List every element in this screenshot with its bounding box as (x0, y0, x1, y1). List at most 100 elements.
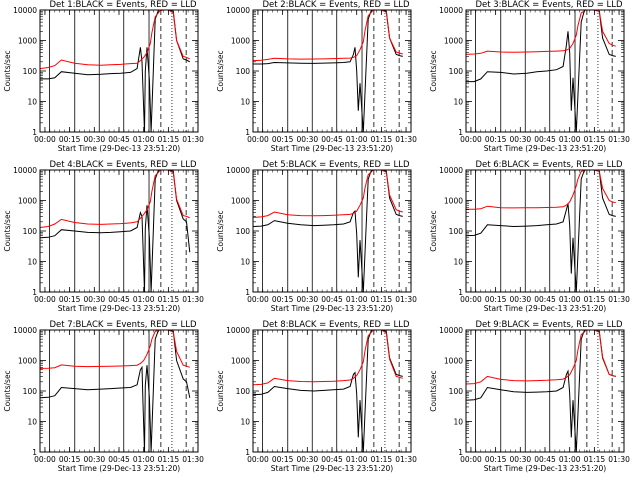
x-tick-label: 00:15 (485, 295, 507, 304)
panel-det-8: Det 8:BLACK = Events, RED = LLD 1 10 100 100… (216, 320, 417, 473)
x-tick-label: 00:45 (321, 455, 343, 464)
x-tick-label: 01:00 (133, 135, 155, 144)
y-axis-label: Counts/sec (216, 210, 225, 251)
x-tick-label: 01:30 (608, 135, 630, 144)
x-tick-label: 00:00 (34, 135, 56, 144)
y-tick-label: 10 (27, 418, 37, 427)
y-tick-label: 10000 (13, 326, 37, 335)
series-lld-line (465, 9, 616, 55)
x-tick-label: 00:15 (59, 135, 81, 144)
x-tick-label: 01:30 (182, 135, 204, 144)
y-tick-label: 100 (236, 387, 251, 396)
y-tick-label: 1000 (18, 357, 37, 366)
series-events-line (253, 9, 403, 133)
panel-det-5: Det 5:BLACK = Events, RED = LLD 1 10 100 100… (216, 160, 417, 313)
y-tick-label: 100 (23, 67, 38, 76)
x-tick-label: 01:15 (584, 135, 606, 144)
x-tick-label: 01:00 (559, 455, 581, 464)
y-tick-label: 10 (240, 258, 250, 267)
x-tick-label: 01:15 (584, 455, 606, 464)
x-axis-label: Start Time (29-Dec-13 23:51:20) (484, 464, 606, 473)
x-tick-label: 01:00 (559, 295, 581, 304)
x-tick-label: 00:15 (272, 135, 294, 144)
panel-title: Det 5:BLACK = Events, RED = LLD (262, 160, 410, 170)
x-tick-label: 01:00 (346, 135, 368, 144)
y-axis-label: Counts/sec (3, 210, 12, 251)
x-axis-label: Start Time (29-Dec-13 23:51:20) (271, 464, 393, 473)
y-axis-label: Counts/sec (3, 50, 12, 91)
y-tick-label: 10 (453, 418, 463, 427)
y-tick-label: 1 (458, 288, 463, 297)
y-tick-label: 10 (453, 98, 463, 107)
x-tick-label: 00:45 (321, 295, 343, 304)
x-axis-label: Start Time (29-Dec-13 23:51:20) (58, 304, 180, 313)
y-axis-label: Counts/sec (3, 370, 12, 411)
x-tick-label: 00:00 (34, 295, 56, 304)
plot-frame (252, 169, 412, 293)
panel-title: Det 3:BLACK = Events, RED = LLD (475, 0, 623, 10)
x-tick-label: 01:00 (346, 455, 368, 464)
x-axis-label: Start Time (29-Dec-13 23:51:20) (271, 144, 393, 153)
x-tick-label: 00:15 (272, 295, 294, 304)
y-tick-label: 10000 (439, 166, 463, 175)
y-tick-label: 1 (245, 288, 250, 297)
panel-title: Det 8:BLACK = Events, RED = LLD (262, 320, 410, 330)
panel-title: Det 1:BLACK = Events, RED = LLD (49, 0, 197, 10)
x-tick-label: 00:15 (59, 295, 81, 304)
y-axis-label: Counts/sec (216, 370, 225, 411)
y-tick-label: 10 (27, 98, 37, 107)
x-tick-label: 00:30 (297, 455, 319, 464)
y-tick-label: 10 (27, 258, 37, 267)
x-axis-label: Start Time (29-Dec-13 23:51:20) (58, 464, 180, 473)
y-tick-label: 100 (236, 67, 251, 76)
series-events-line (465, 169, 616, 293)
y-tick-label: 1000 (444, 37, 463, 46)
y-tick-label: 10 (453, 258, 463, 267)
plot-frame (39, 169, 199, 293)
x-tick-label: 01:30 (182, 455, 204, 464)
x-tick-label: 00:30 (297, 135, 319, 144)
x-tick-label: 01:30 (395, 135, 417, 144)
series-lld-line (39, 169, 190, 228)
panel-det-9: Det 9:BLACK = Events, RED = LLD 1 10 100 100… (429, 320, 630, 473)
x-tick-label: 00:30 (510, 135, 532, 144)
panel-det-3: Det 3:BLACK = Events, RED = LLD 1 10 100 100… (429, 0, 630, 153)
x-tick-label: 00:00 (460, 295, 482, 304)
x-tick-label: 01:15 (584, 295, 606, 304)
x-tick-label: 01:00 (346, 295, 368, 304)
y-tick-label: 1 (458, 448, 463, 457)
plot-frame (465, 329, 625, 453)
x-tick-label: 00:00 (247, 295, 269, 304)
series-lld-line (252, 169, 403, 218)
x-tick-label: 00:00 (460, 135, 482, 144)
panel-det-7: Det 7:BLACK = Events, RED = LLD 1 10 100 100… (3, 320, 204, 473)
series-lld-line (39, 329, 190, 369)
y-tick-label: 10 (240, 98, 250, 107)
x-tick-label: 00:30 (84, 135, 106, 144)
x-tick-label: 00:00 (34, 455, 56, 464)
panel-det-2: Det 2:BLACK = Events, RED = LLD 1 10 100 100… (216, 0, 417, 153)
plot-frame (252, 9, 412, 133)
series-events-line (465, 329, 616, 453)
plot-frame (252, 329, 412, 453)
x-tick-label: 01:30 (608, 295, 630, 304)
y-tick-label: 1000 (18, 197, 37, 206)
y-tick-label: 10000 (226, 6, 250, 15)
y-tick-label: 1 (245, 128, 250, 137)
y-tick-label: 100 (236, 227, 251, 236)
series-events-line (40, 9, 191, 133)
x-tick-label: 01:15 (371, 295, 393, 304)
plot-frame (39, 329, 199, 453)
y-tick-label: 100 (23, 387, 38, 396)
x-tick-label: 00:15 (59, 455, 81, 464)
x-axis-label: Start Time (29-Dec-13 23:51:20) (271, 304, 393, 313)
series-events-line (39, 169, 191, 293)
series-lld-line (252, 9, 403, 62)
x-tick-label: 00:45 (534, 295, 556, 304)
x-tick-label: 00:45 (108, 295, 130, 304)
x-tick-label: 00:30 (84, 295, 106, 304)
y-tick-label: 1000 (444, 357, 463, 366)
x-tick-label: 00:00 (247, 135, 269, 144)
y-tick-label: 10000 (13, 6, 37, 15)
